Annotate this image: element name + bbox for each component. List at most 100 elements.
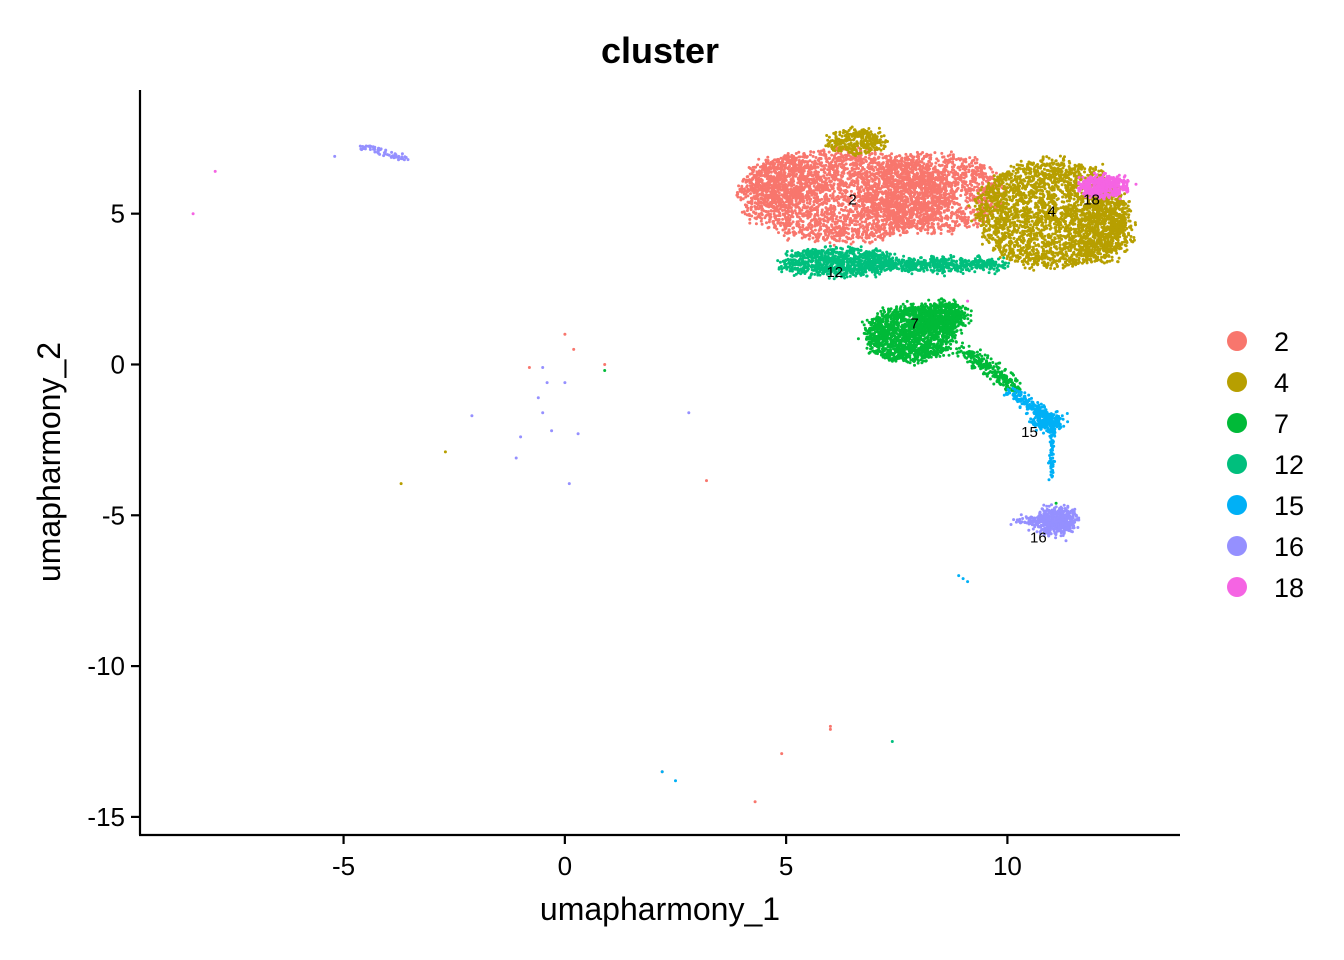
data-point [823,219,827,223]
data-point [846,177,850,181]
data-point [858,204,862,208]
data-point [800,195,804,199]
data-point [844,162,848,166]
data-point [827,199,831,203]
data-point [953,180,957,184]
data-point [988,166,992,169]
data-point [753,800,757,804]
data-point [816,174,820,178]
data-point [976,225,979,229]
data-point [964,171,968,175]
data-point [766,226,770,230]
data-point [765,221,768,225]
data-point [930,190,934,194]
data-point [836,201,840,205]
data-point [900,199,904,202]
data-point [952,226,956,230]
data-point [841,174,845,178]
data-point [745,184,749,188]
data-point [859,161,862,165]
data-point [933,213,937,217]
data-point [919,201,923,204]
data-point [785,156,789,159]
data-point [920,197,923,201]
data-point [954,177,958,181]
data-point [856,220,860,224]
data-point [785,221,789,225]
data-point [867,180,871,184]
data-point [930,232,934,236]
data-point [824,198,828,202]
data-point [871,185,875,189]
data-point [956,182,960,186]
data-point [876,156,880,160]
data-point [873,234,876,238]
data-point [876,235,880,239]
data-point [872,222,876,225]
data-point [914,226,918,229]
chart-title: cluster [601,30,719,71]
data-point [880,190,884,194]
data-point [836,194,840,198]
data-point [705,479,708,483]
data-point [792,161,796,165]
data-point [781,195,785,198]
data-point [944,192,948,196]
data-point [781,221,785,225]
data-point [783,208,787,212]
data-point [860,220,864,224]
data-point [786,183,790,187]
data-point [750,183,754,187]
data-point [861,204,865,208]
data-point [811,236,815,240]
data-point [772,169,776,173]
data-point [865,233,869,237]
data-point [926,231,930,235]
data-point [882,200,886,204]
data-point [760,196,764,200]
data-point [973,185,977,189]
data-point [937,195,941,199]
data-point [814,199,818,203]
data-point [807,225,811,229]
data-point [796,166,800,170]
data-point [823,181,827,185]
data-point [955,216,959,220]
data-point [798,182,802,186]
data-point [970,172,974,176]
data-point [919,152,923,156]
data-point [832,212,836,216]
data-point [904,152,908,156]
data-point [780,198,784,201]
data-point [847,185,851,189]
data-point [863,182,867,186]
data-point [903,198,907,202]
data-point [851,233,855,237]
data-point [947,181,951,185]
data-point [804,160,808,164]
data-point [977,166,981,170]
data-point [856,194,860,198]
data-point [871,179,875,183]
data-point [897,217,901,220]
data-point [809,150,813,154]
data-point [933,194,937,198]
data-point [831,192,835,196]
data-point [894,212,898,216]
data-point [936,222,940,226]
data-point [931,198,935,202]
data-point [849,242,853,246]
data-point [856,171,860,175]
data-point [894,155,897,159]
data-point [915,209,919,213]
data-point [926,224,930,228]
data-point [832,183,836,187]
data-point [942,209,946,213]
data-point [812,189,816,193]
data-point [940,216,944,220]
data-point [823,238,827,242]
data-point [837,204,841,207]
data-point [816,214,820,217]
data-point [841,213,845,217]
